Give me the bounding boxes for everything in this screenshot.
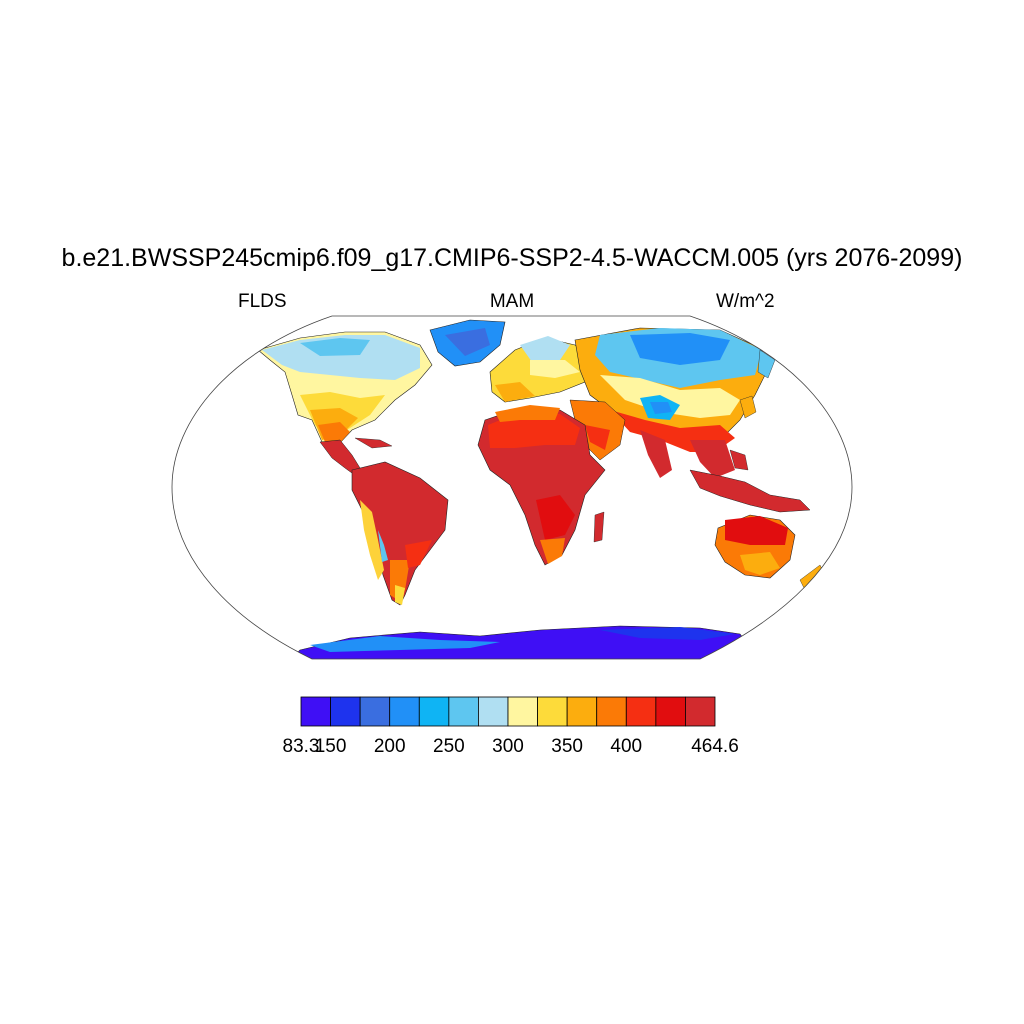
colorbar-box <box>507 696 538 727</box>
colorbar-box <box>655 696 686 727</box>
colorbar-box <box>418 696 450 727</box>
colorbar-box <box>359 696 391 727</box>
season-label: MAM <box>489 291 535 312</box>
colorbar-box <box>596 696 627 727</box>
colorbar-box <box>537 696 568 727</box>
colorbar-tick-label: 250 <box>433 736 465 757</box>
colorbar-box <box>330 696 361 727</box>
colorbar-box <box>685 696 716 727</box>
colorbar-box <box>389 696 420 727</box>
colorbar-box <box>448 696 479 727</box>
map-outline <box>171 315 853 660</box>
colorbar-box <box>478 696 509 727</box>
variable-label: FLDS <box>238 291 287 312</box>
colorbar-tick-label: 300 <box>492 736 524 757</box>
colorbar-box <box>566 696 598 727</box>
colorbar-tick-label: 400 <box>610 736 642 757</box>
continents <box>257 319 826 659</box>
indonesia-region <box>689 469 811 513</box>
colorbar-box <box>300 696 331 727</box>
colorbar-tick-label: 350 <box>551 736 583 757</box>
colorbar-tick-label: 150 <box>315 736 347 757</box>
colorbar-box <box>625 696 657 727</box>
colorbar-tick-label: 200 <box>374 736 406 757</box>
units-label: W/m^2 <box>716 291 775 312</box>
colorbar-tick-label: 83.3 <box>283 736 320 757</box>
colorbar-tick-label: 464.6 <box>691 736 739 757</box>
plot-title: b.e21.BWSSP245cmip6.f09_g17.CMIP6-SSP2-4… <box>61 244 963 272</box>
